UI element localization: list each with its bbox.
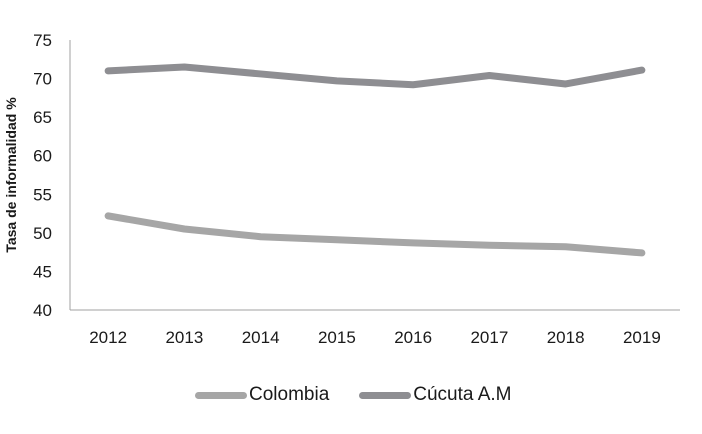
- x-tick-label: 2018: [547, 328, 585, 347]
- y-tick-label: 50: [33, 224, 52, 243]
- legend-label-colombia: Colombia: [249, 384, 330, 405]
- x-tick-label: 2015: [318, 328, 356, 347]
- axes: [69, 40, 680, 311]
- y-tick-label: 75: [33, 31, 52, 50]
- y-tick-label: 55: [33, 185, 52, 204]
- x-tick-label: 2012: [89, 328, 127, 347]
- series-lines: [104, 63, 646, 257]
- x-tick-label: 2019: [623, 328, 661, 347]
- legend-swatch-cucuta: [359, 391, 412, 399]
- y-tick-label: 40: [33, 301, 52, 320]
- x-tick-label: 2016: [394, 328, 432, 347]
- x-tick-label: 2014: [242, 328, 280, 347]
- series-line-c-cuta-a-m: [104, 63, 646, 89]
- y-tick-label: 45: [33, 262, 52, 281]
- y-tick-label: 65: [33, 108, 52, 127]
- y-axis-label: Tasa de informalidad %: [3, 97, 19, 253]
- series-line-colombia: [104, 212, 646, 257]
- y-tick-labels: 40 45 50 55 60 65 70 75: [33, 31, 52, 320]
- legend-label-cucuta: Cúcuta A.M: [413, 384, 512, 405]
- legend: Colombia Cúcuta A.M: [195, 384, 511, 406]
- x-tick-labels: 2012 2013 2014 2015 2016 2017 2018 2019: [89, 328, 661, 347]
- x-tick-label: 2013: [165, 328, 203, 347]
- y-tick-label: 60: [33, 147, 52, 166]
- legend-item-colombia: Colombia: [195, 384, 329, 406]
- legend-swatch-colombia: [195, 391, 247, 399]
- y-tick-label: 70: [33, 70, 52, 89]
- x-tick-label: 2017: [470, 328, 508, 347]
- legend-item-cucuta: Cúcuta A.M: [359, 384, 511, 406]
